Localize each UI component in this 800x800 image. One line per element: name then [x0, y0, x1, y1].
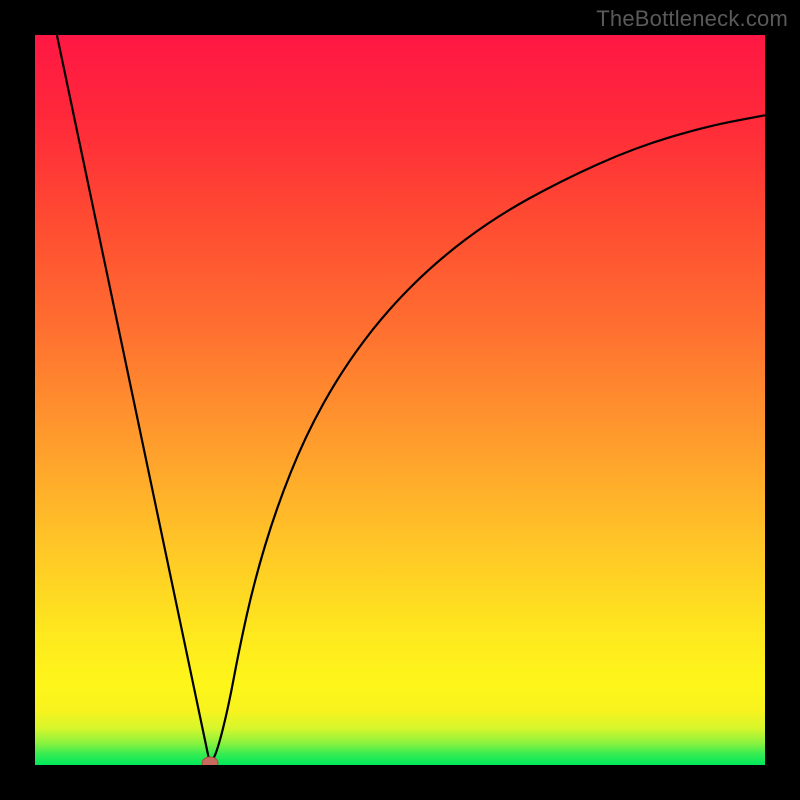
plot-area	[35, 35, 765, 765]
bottleneck-curve	[35, 35, 765, 765]
watermark-text: TheBottleneck.com	[596, 6, 788, 32]
minimum-marker	[202, 756, 219, 765]
curve-path	[57, 35, 765, 765]
chart-frame: TheBottleneck.com	[0, 0, 800, 800]
